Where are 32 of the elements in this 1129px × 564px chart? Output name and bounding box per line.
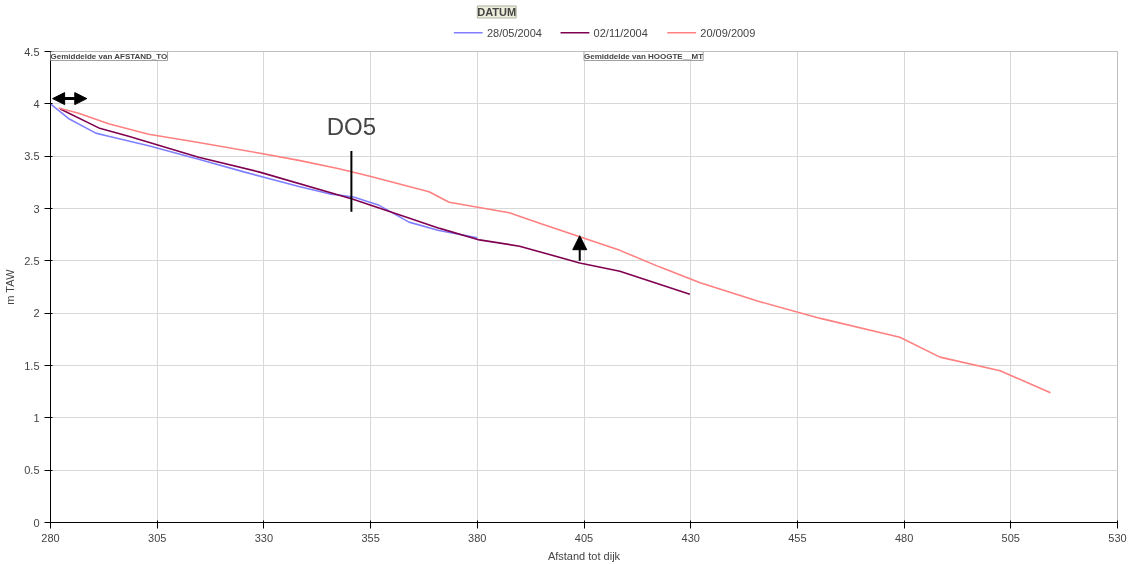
line-series <box>57 107 1052 394</box>
x-tick-label: 355 <box>361 531 380 544</box>
x-tick-label: 530 <box>1108 531 1127 544</box>
legend-title: DATUM <box>477 5 517 18</box>
legend-label: 28/05/2004 <box>486 26 542 39</box>
x-tick-label: 455 <box>788 531 807 544</box>
legend-label: 02/11/2004 <box>593 26 648 39</box>
x-tick-label: 405 <box>574 531 594 544</box>
y-tick-label: 1.5 <box>24 359 40 372</box>
x-axis-title: Afstand tot dijk <box>547 549 621 562</box>
y-tick-label: 4.5 <box>24 45 40 58</box>
line-series <box>59 108 691 296</box>
x-tick-label: 480 <box>894 531 914 544</box>
y-tick-label: 2.5 <box>24 254 40 267</box>
y-tick-label: 1 <box>33 411 40 424</box>
y-tick-label: 0 <box>33 516 40 529</box>
x-tick-label: 330 <box>254 531 274 544</box>
annotation: Gemiddelde van AFSTAND_TO <box>50 51 168 61</box>
y-tick-label: 3.5 <box>24 150 40 163</box>
x-tick-label: 430 <box>681 531 700 544</box>
x-tick-label: 280 <box>41 531 60 544</box>
x-tick-label: 305 <box>148 531 167 544</box>
y-tick-label: 2 <box>33 307 40 320</box>
annotation: DO5 <box>326 113 377 141</box>
x-tick-label: 380 <box>468 531 487 544</box>
y-axis-title: m TAW <box>4 268 17 305</box>
x-tick-label: 505 <box>1001 531 1020 544</box>
legend-label: 20/09/2009 <box>700 26 756 39</box>
y-tick-label: 0.5 <box>24 464 40 477</box>
y-tick-label: 4 <box>33 97 40 110</box>
y-tick-label: 3 <box>33 202 40 215</box>
annotation: Gemiddelde van HOOGTE__MT <box>584 51 704 61</box>
